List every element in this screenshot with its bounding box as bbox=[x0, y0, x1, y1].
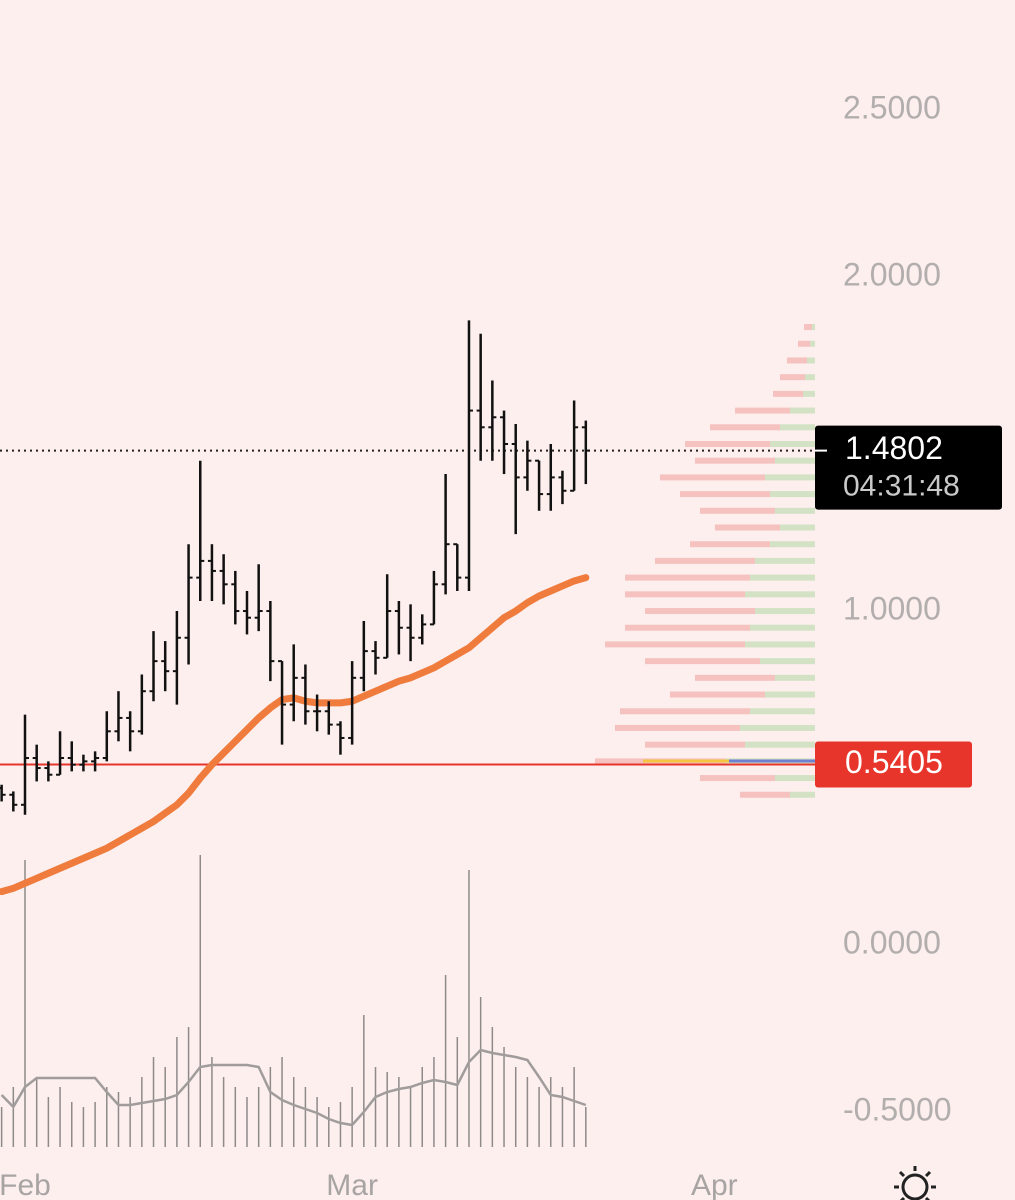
profile-buy bbox=[803, 390, 815, 397]
countdown-label: 04:31:48 bbox=[843, 470, 960, 503]
profile-sell bbox=[625, 591, 745, 598]
profile-buy bbox=[775, 457, 815, 464]
profile-sell bbox=[690, 541, 770, 548]
profile-buy bbox=[810, 340, 815, 347]
last-price-label: 1.4802 bbox=[845, 430, 943, 466]
profile-buy bbox=[745, 741, 815, 748]
last-price-box bbox=[815, 425, 1002, 510]
profile-buy bbox=[765, 691, 815, 698]
profile-buy bbox=[760, 658, 815, 665]
ma-line bbox=[0, 574, 590, 896]
profile-sell bbox=[773, 390, 803, 397]
profile-sell bbox=[798, 340, 810, 347]
y-tick-label: 2.0000 bbox=[843, 256, 941, 292]
profile-sell bbox=[645, 608, 755, 615]
profile-sell bbox=[670, 691, 765, 698]
profile-buy bbox=[775, 775, 815, 782]
profile-buy bbox=[765, 474, 815, 481]
profile-buy bbox=[745, 591, 815, 598]
price-labels: 1.4802 04:31:48 0.5405 bbox=[815, 425, 1002, 788]
profile-sell bbox=[780, 374, 805, 381]
level-box bbox=[815, 741, 972, 788]
x-tick-label: Feb bbox=[0, 1169, 51, 1200]
profile-sell bbox=[804, 324, 812, 331]
profile-sell bbox=[625, 574, 750, 581]
profile-sell bbox=[660, 474, 765, 481]
profile-sell bbox=[605, 641, 745, 648]
profile-buy bbox=[775, 507, 815, 514]
profile-sell bbox=[787, 357, 807, 364]
profile-buy bbox=[805, 374, 815, 381]
profile-sell bbox=[715, 524, 780, 531]
profile-sell bbox=[680, 491, 770, 498]
profile-buy bbox=[807, 357, 815, 364]
profile-buy bbox=[770, 440, 815, 447]
profile-sell bbox=[645, 658, 760, 665]
moving-average bbox=[0, 574, 590, 896]
profile-buy bbox=[812, 324, 815, 331]
price-lines bbox=[0, 449, 815, 766]
price-bars bbox=[0, 320, 590, 815]
x-tick-label: Apr bbox=[691, 1169, 738, 1200]
profile-buy bbox=[755, 557, 815, 564]
profile-sell bbox=[700, 775, 775, 782]
level-label: 0.5405 bbox=[845, 744, 943, 780]
y-tick-label: -0.5000 bbox=[843, 1092, 952, 1128]
profile-buy bbox=[750, 708, 815, 715]
profile-sell bbox=[700, 507, 775, 514]
profile-buy bbox=[750, 574, 815, 581]
profile-sell bbox=[655, 557, 755, 564]
y-tick-label: 1.0000 bbox=[843, 590, 941, 626]
y-tick-label: 0.0000 bbox=[843, 925, 941, 961]
profile-sell bbox=[695, 674, 775, 681]
profile-sell bbox=[710, 424, 780, 431]
volume-ma bbox=[0, 1048, 587, 1127]
profile-sell bbox=[620, 708, 750, 715]
profile-buy bbox=[750, 624, 815, 631]
settings-icon[interactable] bbox=[894, 1166, 936, 1200]
profile-sell bbox=[735, 407, 790, 414]
profile-buy bbox=[780, 524, 815, 531]
profile-sell bbox=[615, 724, 740, 731]
profile-buy bbox=[790, 407, 815, 414]
profile-buy bbox=[755, 608, 815, 615]
profile-sell bbox=[740, 791, 790, 798]
profile-sell bbox=[645, 741, 745, 748]
volume-panel bbox=[0, 855, 587, 1147]
axes: 2.5000 2.0000 1.0000 0.0000 -0.5000 Feb Mar Apr bbox=[0, 89, 952, 1200]
profile-buy bbox=[780, 424, 815, 431]
y-tick-label: 2.5000 bbox=[843, 89, 941, 125]
profile-buy bbox=[790, 791, 815, 798]
x-tick-label: Mar bbox=[326, 1169, 378, 1200]
profile-sell bbox=[685, 440, 770, 447]
profile-buy bbox=[745, 641, 815, 648]
profile-sell bbox=[625, 624, 750, 631]
volume-profile bbox=[595, 324, 815, 798]
profile-buy bbox=[775, 674, 815, 681]
profile-sell bbox=[695, 457, 775, 464]
profile-buy bbox=[770, 541, 815, 548]
profile-buy bbox=[740, 724, 815, 731]
profile-buy bbox=[770, 491, 815, 498]
